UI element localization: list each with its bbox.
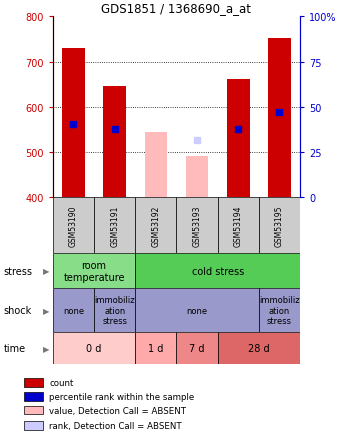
Text: GSM53193: GSM53193 (193, 205, 202, 247)
Bar (259, 289, 300, 332)
Bar (24, 392, 43, 401)
Bar (186, 157, 208, 197)
Bar (268, 39, 291, 197)
Bar (135, 332, 177, 365)
Text: stress: stress (3, 266, 32, 276)
Bar (24, 406, 43, 414)
Text: 7 d: 7 d (189, 343, 205, 353)
Text: GSM53190: GSM53190 (69, 205, 78, 247)
Bar (24, 421, 43, 430)
Bar (94, 289, 135, 332)
Text: cold stress: cold stress (192, 266, 244, 276)
Text: none: none (63, 306, 84, 315)
Bar (145, 133, 167, 197)
Text: shock: shock (3, 306, 32, 315)
Text: percentile rank within the sample: percentile rank within the sample (49, 392, 195, 401)
Text: immobiliz
ation
stress: immobiliz ation stress (94, 296, 135, 325)
Text: GSM53195: GSM53195 (275, 205, 284, 247)
Bar (177, 332, 218, 365)
Bar (53, 197, 94, 254)
Bar (177, 197, 218, 254)
Bar (53, 289, 94, 332)
Bar (24, 378, 43, 387)
Bar (135, 197, 177, 254)
Bar (135, 254, 300, 289)
Bar (218, 332, 300, 365)
Bar (135, 289, 259, 332)
Text: immobiliz
ation
stress: immobiliz ation stress (259, 296, 300, 325)
Bar (218, 197, 259, 254)
Text: count: count (49, 378, 74, 387)
Bar (53, 332, 135, 365)
Text: 0 d: 0 d (86, 343, 102, 353)
Text: 1 d: 1 d (148, 343, 164, 353)
Bar (94, 197, 135, 254)
Bar (53, 254, 135, 289)
Bar (62, 49, 85, 197)
Text: rank, Detection Call = ABSENT: rank, Detection Call = ABSENT (49, 421, 182, 430)
Bar (227, 79, 250, 197)
Text: ▶: ▶ (43, 344, 49, 353)
Text: GSM53194: GSM53194 (234, 205, 243, 247)
Title: GDS1851 / 1368690_a_at: GDS1851 / 1368690_a_at (102, 2, 251, 15)
Text: room
temperature: room temperature (63, 260, 125, 282)
Text: GSM53191: GSM53191 (110, 205, 119, 247)
Text: GSM53192: GSM53192 (151, 205, 160, 247)
Text: ▶: ▶ (43, 306, 49, 315)
Bar (259, 197, 300, 254)
Text: time: time (3, 343, 26, 353)
Text: 28 d: 28 d (248, 343, 270, 353)
Bar (103, 87, 126, 197)
Text: ▶: ▶ (43, 267, 49, 276)
Text: none: none (187, 306, 208, 315)
Text: value, Detection Call = ABSENT: value, Detection Call = ABSENT (49, 406, 187, 414)
